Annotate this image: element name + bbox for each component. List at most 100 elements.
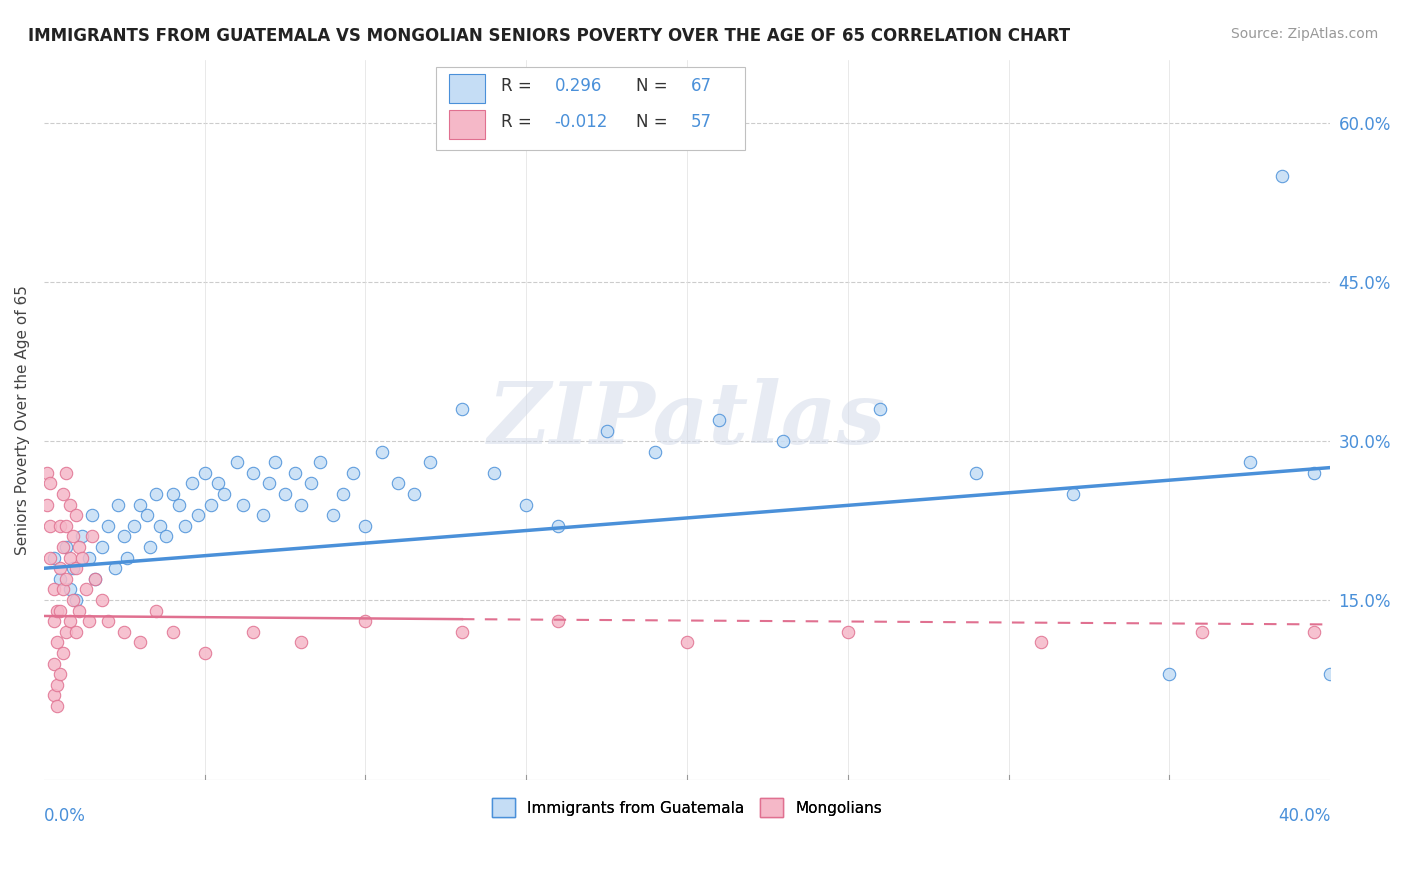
Point — [257, 476, 280, 491]
Point — [39, 519, 62, 533]
Point — [129, 498, 152, 512]
Point — [225, 455, 247, 469]
Point — [112, 529, 135, 543]
Point — [290, 498, 312, 512]
Point — [72, 550, 94, 565]
Point — [387, 476, 409, 491]
Point — [837, 624, 859, 639]
Y-axis label: Seniors Poverty Over the Age of 65: Seniors Poverty Over the Age of 65 — [15, 285, 30, 555]
Point — [515, 498, 537, 512]
Text: 40.0%: 40.0% — [1278, 806, 1330, 825]
Text: 0.0%: 0.0% — [44, 806, 86, 825]
Point — [55, 466, 77, 480]
Text: N =: N = — [636, 78, 672, 95]
Point — [1062, 487, 1084, 501]
Point — [67, 604, 90, 618]
Point — [332, 487, 354, 501]
Point — [62, 593, 84, 607]
Point — [1239, 455, 1261, 469]
Text: IMMIGRANTS FROM GUATEMALA VS MONGOLIAN SENIORS POVERTY OVER THE AGE OF 65 CORREL: IMMIGRANTS FROM GUATEMALA VS MONGOLIAN S… — [28, 27, 1070, 45]
Point — [59, 498, 82, 512]
Text: Source: ZipAtlas.com: Source: ZipAtlas.com — [1230, 27, 1378, 41]
Point — [45, 604, 67, 618]
Point — [39, 476, 62, 491]
Point — [162, 487, 184, 501]
Point — [45, 699, 67, 714]
Text: R =: R = — [501, 113, 537, 131]
Point — [49, 667, 72, 681]
Point — [1271, 169, 1294, 184]
Point — [62, 529, 84, 543]
Point — [149, 519, 172, 533]
Point — [65, 624, 87, 639]
Point — [37, 466, 59, 480]
FancyBboxPatch shape — [449, 74, 485, 103]
Point — [187, 508, 209, 523]
Point — [595, 424, 617, 438]
Point — [37, 498, 59, 512]
Point — [264, 455, 287, 469]
Point — [194, 646, 217, 660]
Point — [1029, 635, 1052, 649]
Point — [1303, 624, 1326, 639]
Point — [77, 550, 100, 565]
Point — [82, 529, 104, 543]
Point — [965, 466, 987, 480]
Point — [42, 550, 65, 565]
Point — [55, 572, 77, 586]
Point — [547, 519, 569, 533]
Point — [139, 540, 162, 554]
FancyBboxPatch shape — [436, 67, 745, 150]
Point — [65, 593, 87, 607]
Point — [162, 624, 184, 639]
Point — [59, 582, 82, 597]
Point — [155, 529, 177, 543]
Point — [104, 561, 127, 575]
Point — [55, 624, 77, 639]
Point — [180, 476, 202, 491]
Point — [122, 519, 145, 533]
Point — [284, 466, 307, 480]
Text: 67: 67 — [690, 78, 711, 95]
Point — [290, 635, 312, 649]
Point — [42, 614, 65, 628]
Point — [45, 678, 67, 692]
Point — [65, 561, 87, 575]
Point — [84, 572, 107, 586]
Point — [232, 498, 254, 512]
Text: -0.012: -0.012 — [554, 113, 607, 131]
Point — [65, 508, 87, 523]
Point — [1191, 624, 1213, 639]
Point — [52, 487, 75, 501]
Point — [145, 604, 167, 618]
Point — [212, 487, 235, 501]
Text: ZIPatlas: ZIPatlas — [488, 378, 886, 462]
Point — [49, 604, 72, 618]
Point — [49, 572, 72, 586]
FancyBboxPatch shape — [449, 110, 485, 139]
Point — [342, 466, 364, 480]
Point — [274, 487, 297, 501]
Point — [67, 540, 90, 554]
Point — [309, 455, 332, 469]
Point — [451, 402, 474, 417]
Text: 0.296: 0.296 — [554, 78, 602, 95]
Point — [242, 624, 264, 639]
Point — [97, 614, 120, 628]
Legend: Immigrants from Guatemala, Mongolians: Immigrants from Guatemala, Mongolians — [486, 792, 889, 823]
Point — [75, 582, 97, 597]
Point — [52, 646, 75, 660]
Point — [55, 540, 77, 554]
Point — [129, 635, 152, 649]
Point — [242, 466, 264, 480]
Point — [174, 519, 197, 533]
Point — [194, 466, 217, 480]
Point — [84, 572, 107, 586]
Point — [42, 657, 65, 671]
Point — [370, 444, 392, 458]
Text: 57: 57 — [690, 113, 711, 131]
Point — [42, 582, 65, 597]
Point — [45, 635, 67, 649]
Point — [49, 561, 72, 575]
Point — [1303, 466, 1326, 480]
